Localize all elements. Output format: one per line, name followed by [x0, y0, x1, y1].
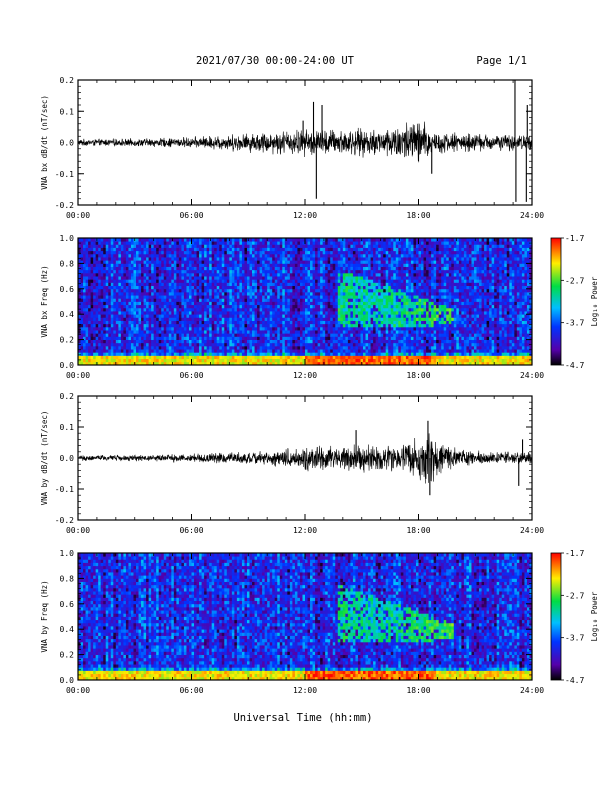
x-tick-label: 12:00	[293, 686, 317, 695]
panel-4: 00:00 06:00 12:00 18:00 24:00 0.0 0.2 0.4 0.6 0.8…	[40, 549, 599, 695]
x-tick-label: 00:00	[66, 526, 90, 535]
y-tick-label: 0.0	[60, 139, 75, 148]
y-axis-label: VNA bx dB/dt (nT/sec)	[40, 95, 49, 190]
colorbar-tick-label: -2.7	[565, 276, 584, 285]
y-tick-label: 0.0	[60, 361, 75, 370]
panel-2: 00:00 06:00 12:00 18:00 24:00 0.0 0.2 0.4 0.6 0.8…	[40, 234, 599, 380]
y-tick-label: 0.8	[60, 259, 75, 268]
y-axis-label: VNA bx Freq (Hz)	[40, 265, 49, 337]
y-tick-label: 0.0	[60, 454, 75, 463]
x-tick-label: 24:00	[520, 211, 544, 220]
y-tick-label: -0.1	[55, 485, 74, 494]
x-tick-label: 12:00	[293, 526, 317, 535]
waveform-trace	[78, 433, 532, 484]
x-tick-label: 18:00	[406, 686, 430, 695]
y-tick-label: -0.2	[55, 516, 74, 525]
x-tick-label: 24:00	[520, 371, 544, 380]
x-tick-label: 18:00	[406, 371, 430, 380]
y-tick-label: -0.2	[55, 201, 74, 210]
spectrogram-cells	[78, 238, 533, 366]
x-tick-label: 06:00	[179, 371, 203, 380]
y-tick-label: 0.2	[60, 76, 75, 85]
y-tick-label: 0.2	[60, 336, 75, 345]
x-tick-label: 24:00	[520, 526, 544, 535]
x-tick-label: 24:00	[520, 686, 544, 695]
x-tick-label: 06:00	[179, 686, 203, 695]
panel-1: 00:00 06:00 12:00 18:00 24:00 -0.2 -0.1 0.0 0.1 0…	[40, 76, 544, 220]
y-tick-label: 1.0	[60, 549, 75, 558]
x-tick-label: 18:00	[406, 526, 430, 535]
colorbar-tick-label: -4.7	[565, 361, 584, 370]
y-tick-label: 0.2	[60, 392, 75, 401]
y-tick-label: 0.8	[60, 574, 75, 583]
x-tick-label: 00:00	[66, 371, 90, 380]
colorbar-tick-label: -1.7	[565, 234, 584, 243]
x-tick-label: 12:00	[293, 371, 317, 380]
spectrogram-cells	[78, 553, 533, 681]
y-tick-label: 0.4	[60, 625, 75, 634]
colorbar	[550, 237, 562, 366]
colorbar-tick-label: -2.7	[565, 591, 584, 600]
colorbar	[550, 552, 562, 681]
x-axis-label: Universal Time (hh:mm)	[233, 712, 372, 724]
colorbar-tick-label: -3.7	[565, 319, 584, 328]
waveform-trace	[78, 121, 532, 163]
x-tick-label: 06:00	[179, 526, 203, 535]
page-number: Page 1/1	[476, 55, 527, 67]
y-tick-label: 0.0	[60, 676, 75, 685]
colorbar-tick-label: -3.7	[565, 634, 584, 643]
colorbar-tick-label: -4.7	[565, 676, 584, 685]
y-tick-label: 0.4	[60, 310, 75, 319]
y-axis-label: VNA by Freq (Hz)	[40, 580, 49, 652]
panel-3: 00:00 06:00 12:00 18:00 24:00 -0.2 -0.1 0.0 0.1 0…	[40, 392, 544, 535]
y-tick-label: 0.1	[60, 107, 75, 116]
y-tick-label: 0.6	[60, 285, 75, 294]
colorbar-label: Log₁₀ Power	[590, 276, 599, 326]
x-tick-label: 00:00	[66, 686, 90, 695]
x-tick-label: 00:00	[66, 211, 90, 220]
y-axis-label: VNA by dB/dt (nT/sec)	[40, 411, 49, 506]
x-tick-label: 12:00	[293, 211, 317, 220]
y-tick-label: -0.1	[55, 170, 74, 179]
x-tick-label: 18:00	[406, 211, 430, 220]
colorbar-tick-label: -1.7	[565, 549, 584, 558]
y-tick-label: 1.0	[60, 234, 75, 243]
y-tick-label: 0.1	[60, 423, 75, 432]
colorbar-label: Log₁₀ Power	[590, 591, 599, 641]
y-tick-label: 0.2	[60, 651, 75, 660]
y-tick-label: 0.6	[60, 600, 75, 609]
date-range-title: 2021/07/30 00:00-24:00 UT	[196, 55, 355, 67]
x-tick-label: 06:00	[179, 211, 203, 220]
